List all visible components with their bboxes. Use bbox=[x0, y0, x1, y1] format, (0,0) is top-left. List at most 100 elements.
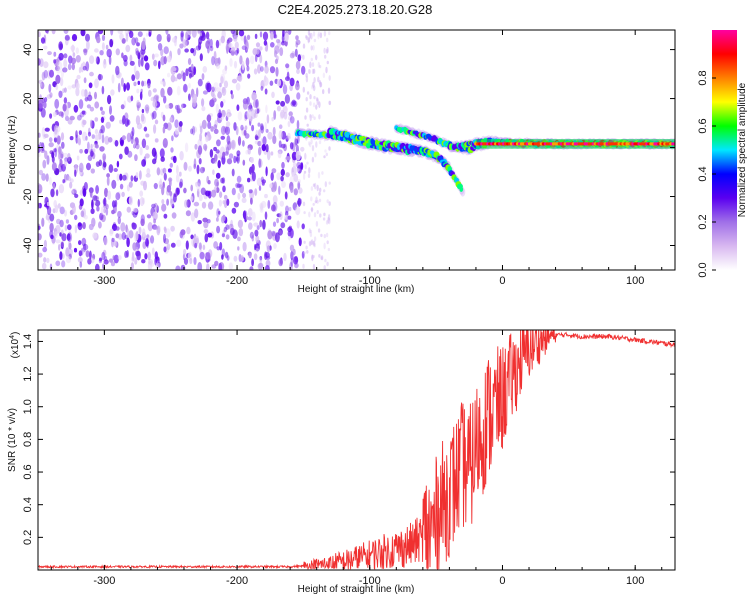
noise-blob bbox=[168, 177, 173, 182]
noise-blob bbox=[105, 121, 111, 129]
noise-blob bbox=[170, 147, 174, 153]
noise-blob bbox=[125, 32, 129, 42]
noise-blob bbox=[285, 172, 290, 178]
noise-blob bbox=[326, 46, 329, 54]
noise-blob bbox=[99, 146, 105, 152]
noise-blob bbox=[248, 104, 253, 110]
noise-blob bbox=[149, 262, 155, 268]
noise-blob bbox=[82, 131, 87, 142]
noise-blob bbox=[98, 221, 102, 229]
noise-blob bbox=[181, 103, 184, 110]
noise-blob bbox=[135, 50, 140, 56]
noise-blob bbox=[264, 65, 269, 74]
noise-blob bbox=[87, 131, 92, 137]
noise-blob bbox=[135, 143, 140, 150]
noise-blob bbox=[143, 180, 147, 191]
noise-blob bbox=[290, 258, 294, 267]
noise-blob bbox=[77, 134, 81, 145]
noise-blob bbox=[308, 167, 311, 174]
noise-blob bbox=[211, 189, 217, 198]
noise-blob bbox=[46, 257, 50, 264]
noise-blob bbox=[274, 50, 277, 58]
noise-blob bbox=[322, 217, 326, 221]
noise-blob bbox=[209, 149, 214, 158]
noise-blob bbox=[258, 158, 263, 168]
noise-blob bbox=[145, 145, 150, 151]
noise-blob bbox=[295, 42, 299, 48]
noise-blob bbox=[90, 143, 93, 150]
noise-blob bbox=[102, 161, 107, 168]
noise-blob bbox=[130, 95, 134, 102]
noise-blob bbox=[137, 31, 143, 37]
y-tick-label: 0.4 bbox=[22, 497, 34, 512]
noise-blob bbox=[265, 128, 269, 133]
noise-blob bbox=[325, 66, 328, 74]
noise-blob bbox=[260, 125, 265, 134]
noise-blob bbox=[328, 217, 331, 225]
noise-blob bbox=[50, 234, 54, 240]
noise-blob bbox=[202, 244, 206, 251]
noise-blob bbox=[46, 201, 50, 207]
snr-multiplier-exp: 4 bbox=[9, 335, 16, 339]
noise-blob bbox=[83, 77, 87, 84]
noise-blob bbox=[49, 69, 54, 78]
noise-blob bbox=[291, 51, 296, 58]
noise-blob bbox=[213, 158, 217, 164]
noise-blob bbox=[145, 238, 149, 247]
noise-blob bbox=[277, 39, 281, 48]
noise-blob bbox=[94, 101, 100, 109]
noise-blob bbox=[71, 204, 76, 214]
noise-blob bbox=[140, 113, 145, 122]
noise-blob bbox=[244, 114, 248, 122]
noise-blob bbox=[267, 230, 273, 240]
noise-blob bbox=[262, 31, 269, 41]
noise-blob bbox=[257, 122, 261, 127]
noise-blob bbox=[68, 248, 73, 256]
snr-xlabel: Height of straight line (km) bbox=[298, 584, 415, 595]
noise-blob bbox=[48, 137, 53, 143]
noise-blob bbox=[325, 232, 329, 238]
noise-blob bbox=[316, 200, 319, 204]
noise-blob bbox=[95, 161, 100, 168]
noise-blob bbox=[179, 150, 184, 161]
noise-blob bbox=[318, 65, 322, 69]
noise-blob bbox=[89, 250, 92, 260]
noise-blob bbox=[212, 169, 215, 175]
noise-blob bbox=[129, 54, 133, 63]
noise-blob bbox=[306, 161, 309, 165]
noise-blob bbox=[82, 119, 87, 125]
noise-blob bbox=[64, 158, 67, 167]
noise-blob bbox=[201, 119, 207, 130]
noise-blob bbox=[289, 52, 295, 59]
noise-blob bbox=[310, 45, 313, 51]
noise-blob bbox=[319, 213, 322, 218]
noise-blob bbox=[257, 262, 263, 270]
noise-blob bbox=[298, 198, 303, 205]
noise-blob bbox=[111, 200, 116, 208]
noise-blob bbox=[154, 53, 159, 58]
noise-blob bbox=[61, 141, 65, 149]
noise-blob bbox=[94, 91, 97, 100]
noise-blob bbox=[123, 59, 128, 67]
noise-blob bbox=[175, 173, 180, 183]
x-tick-label: 100 bbox=[626, 575, 644, 587]
noise-blob bbox=[165, 228, 171, 238]
noise-blob bbox=[83, 243, 87, 253]
noise-blob bbox=[38, 233, 42, 241]
noise-blob bbox=[74, 169, 77, 177]
noise-blob bbox=[238, 228, 244, 237]
noise-blob bbox=[115, 233, 120, 239]
noise-blob bbox=[184, 48, 189, 53]
noise-blob bbox=[109, 258, 113, 263]
noise-blob bbox=[254, 33, 258, 40]
noise-blob bbox=[242, 100, 248, 110]
noise-blob bbox=[190, 234, 194, 240]
colorbar: 0.0 0.2 0.4 0.6 0.8 Normalized spectral ampl… bbox=[697, 30, 748, 278]
noise-blob bbox=[191, 30, 197, 38]
noise-blob bbox=[198, 242, 202, 250]
noise-blob bbox=[163, 233, 166, 244]
noise-blob bbox=[233, 60, 238, 69]
y-tick-label: 1.4 bbox=[22, 334, 34, 349]
noise-blob bbox=[303, 240, 306, 244]
noise-blob bbox=[212, 94, 216, 100]
